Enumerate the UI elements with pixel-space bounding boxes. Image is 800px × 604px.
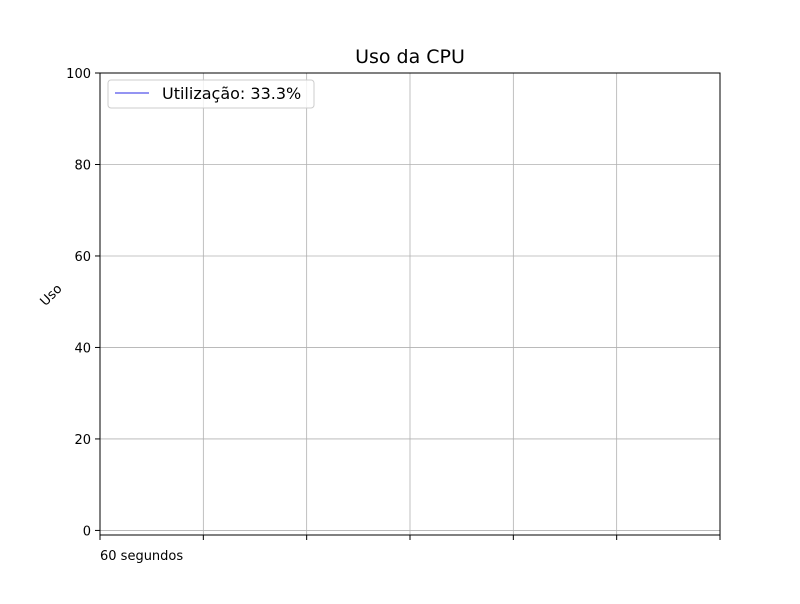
y-tick-label: 20	[74, 433, 91, 448]
y-tick-label: 40	[74, 341, 91, 356]
y-tick-label: 0	[83, 524, 91, 539]
legend: Utilização: 33.3%	[107, 79, 315, 109]
y-tick-label: 100	[66, 67, 91, 82]
x-axis-ticks	[99, 535, 721, 540]
legend-entry-label: Utilização: 33.3%	[162, 84, 301, 103]
x-axis-label: 60 segundos	[100, 549, 183, 564]
y-axis-ticks: 0 20 40 60 80 100	[66, 67, 100, 539]
grid-lines	[99, 72, 721, 535]
legend-box	[107, 79, 315, 109]
chart-title: Uso da CPU	[355, 46, 465, 68]
y-tick-label: 80	[74, 158, 91, 173]
y-tick-label: 60	[74, 250, 91, 265]
